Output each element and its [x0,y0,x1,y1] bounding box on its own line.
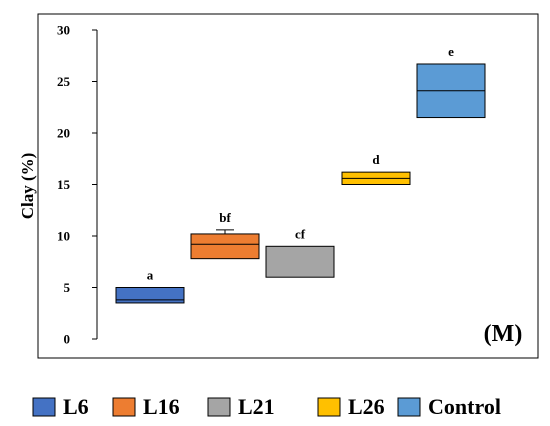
boxes: a bf cf d e [115,44,486,304]
legend-swatch-control [397,397,421,417]
y-tick-label: 25 [57,74,71,89]
significance-letter: a [147,268,154,283]
significance-letter: bf [219,210,231,225]
y-ticks: 0 5 10 15 20 25 30 [57,23,97,347]
box-l16 [190,233,260,260]
significance-letter: cf [295,226,306,241]
legend-swatch-l21 [207,397,231,417]
y-tick-label: 5 [64,280,71,295]
legend-label-l26: L26 [348,394,385,419]
legend-label-l16: L16 [143,394,180,419]
legend: L6 L16 L21 L26 Control [32,394,501,419]
box-l21 [265,245,335,278]
y-tick-label: 30 [57,23,70,38]
y-tick-label: 20 [57,126,70,141]
legend-label-l6: L6 [63,394,89,419]
legend-swatch-l26 [317,397,341,417]
legend-swatch-l16 [112,397,136,417]
y-tick-label: 0 [64,332,71,347]
legend-swatch-l6 [32,397,56,417]
box-l6 [115,287,185,304]
y-axis-label: Clay (%) [18,153,37,220]
y-tick-label: 15 [57,177,71,192]
legend-label-control: Control [428,394,501,419]
significance-letter: d [372,152,380,167]
significance-letter: e [448,44,454,59]
panel-label: (M) [484,321,523,347]
y-tick-label: 10 [57,229,70,244]
legend-label-l21: L21 [238,394,275,419]
